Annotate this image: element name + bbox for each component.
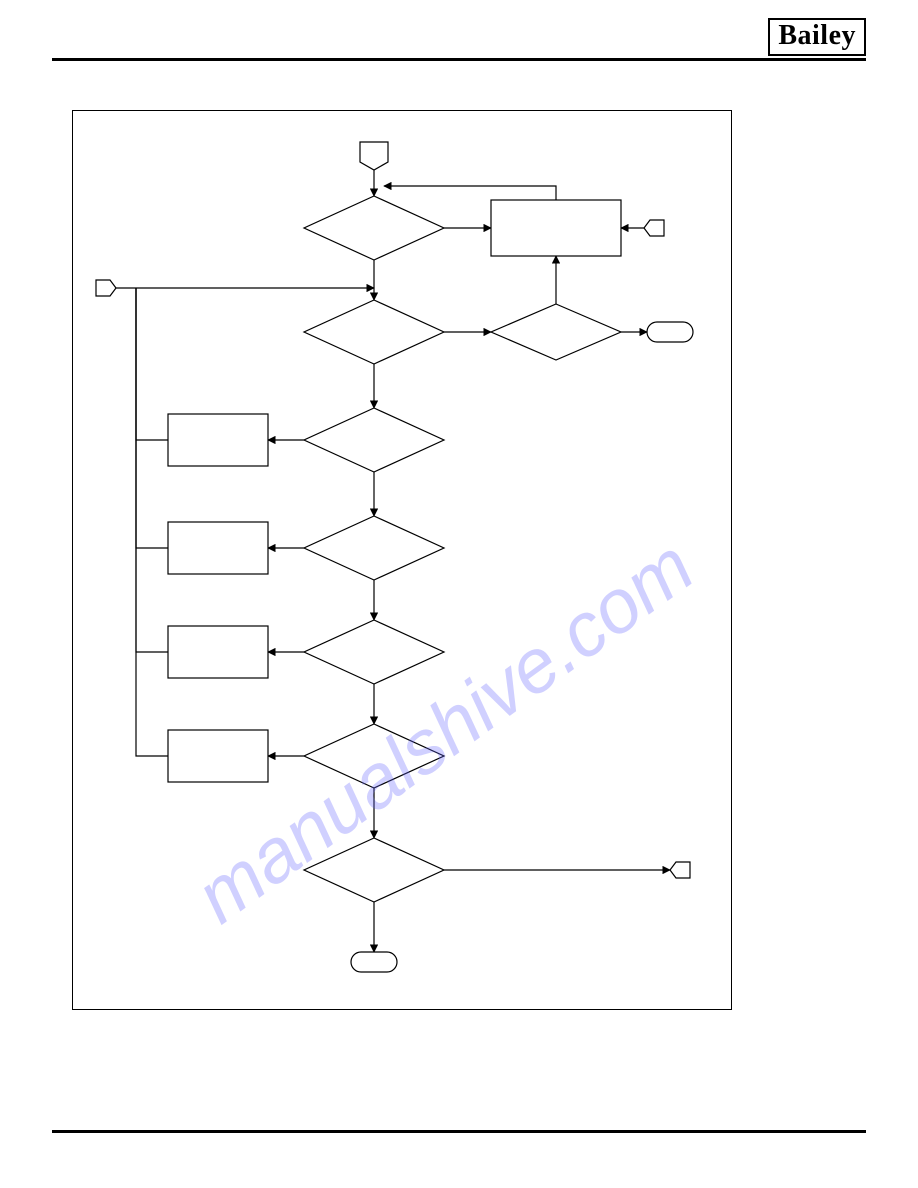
flowchart-svg [0, 0, 918, 1188]
rule-bottom [52, 1130, 866, 1133]
page-root: Bailey manualshive.com [0, 0, 918, 1188]
